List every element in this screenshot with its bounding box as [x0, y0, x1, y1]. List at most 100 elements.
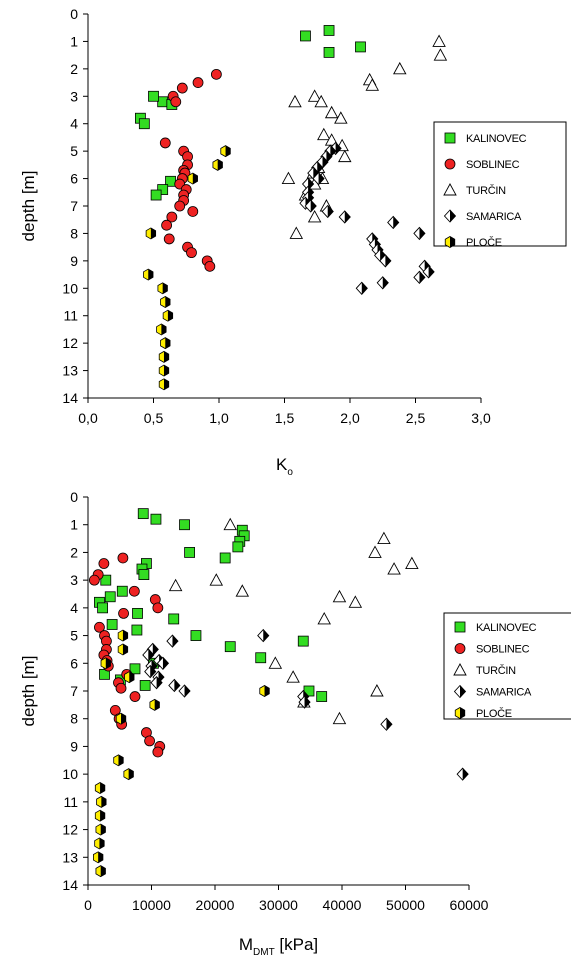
x-tick-label: 3,0 [471, 410, 491, 426]
series-kalinovec [134, 25, 366, 201]
series-soblinec [159, 68, 222, 272]
data-point-soblinec [163, 233, 175, 245]
data-point-ploce [117, 643, 129, 656]
series-samarica [299, 141, 435, 295]
y-tick-label: 5 [70, 143, 78, 159]
y-tick-label: 8 [70, 711, 78, 727]
y-tick-label: 11 [63, 794, 78, 810]
data-point-samarica [456, 767, 469, 781]
y-tick-label: 9 [70, 253, 78, 269]
legend-marker-samarica [443, 209, 457, 223]
data-point-kalinovec [300, 30, 311, 42]
legend-marker-turcin [453, 663, 467, 676]
x-tick-label: 0,0 [78, 410, 98, 426]
data-point-soblinec [159, 137, 171, 149]
x-axis-label: MDMT [kPa] [239, 935, 318, 958]
data-point-samarica [298, 695, 311, 709]
legend-label-ploce: PLOČE [466, 236, 502, 249]
data-point-ploce [187, 172, 198, 185]
data-point-ploce [158, 378, 170, 391]
data-point-soblinec [204, 260, 216, 272]
data-point-kalinovec [104, 591, 116, 603]
data-point-ploce [158, 350, 170, 363]
data-point-kalinovec [139, 680, 151, 691]
data-point-soblinec [192, 77, 204, 88]
data-point-ploce [117, 629, 129, 642]
y-tick-label: 6 [70, 171, 78, 187]
data-point-soblinec [210, 68, 222, 80]
data-point-turcin [432, 34, 446, 47]
data-point-turcin [393, 61, 407, 75]
legend-label-kalinovec: KALINOVEC [466, 133, 527, 145]
y-tick-label: 1 [70, 517, 78, 533]
data-point-kalinovec [132, 608, 143, 619]
data-point-kalinovec [116, 585, 128, 597]
data-point-samarica [304, 199, 317, 213]
legend-marker-ploce [444, 236, 456, 248]
data-point-turcin [338, 149, 352, 163]
data-point-kalinovec [150, 513, 162, 525]
data-point-ploce [157, 282, 168, 295]
data-point-ploce [95, 823, 106, 836]
data-point-soblinec [152, 602, 164, 614]
data-point-samarica [144, 664, 157, 679]
data-point-ploce [143, 268, 154, 281]
data-point-kalinovec [168, 613, 180, 625]
data-point-kalinovec [129, 663, 141, 675]
x-tick-label: 10000 [132, 897, 171, 913]
data-point-soblinec [166, 211, 178, 223]
data-point-turcin [405, 556, 419, 569]
data-point-turcin [377, 531, 391, 545]
data-point-samarica [355, 281, 368, 295]
y-tick-label: 12 [62, 822, 78, 838]
data-point-kalinovec [190, 630, 202, 641]
data-point-kalinovec [138, 118, 150, 130]
y-tick-label: 4 [70, 116, 78, 132]
data-point-samarica [156, 656, 170, 670]
data-point-turcin [235, 584, 250, 597]
data-point-samarica [142, 648, 155, 662]
x-tick-label: 0 [84, 897, 92, 913]
data-point-turcin [209, 573, 224, 586]
data-point-soblinec [186, 247, 197, 259]
data-point-turcin [314, 94, 328, 108]
data-point-turcin [433, 48, 448, 61]
data-point-samarica [422, 265, 435, 279]
y-axis-label: depth [m] [19, 656, 38, 727]
data-point-ploce [160, 296, 171, 308]
data-point-turcin [387, 562, 401, 575]
data-point-turcin [368, 545, 382, 558]
series-ploce [143, 145, 231, 391]
data-point-ploce [149, 698, 160, 711]
x-tick-label: 1,0 [209, 410, 229, 426]
data-point-samarica [338, 210, 351, 224]
data-point-ploce [160, 337, 171, 350]
legend-marker-soblinec [454, 643, 466, 654]
data-point-samarica [312, 171, 325, 186]
y-tick-label: 7 [70, 683, 78, 699]
legend-marker-kalinovec [444, 132, 456, 144]
data-point-turcin [307, 210, 322, 223]
x-tick-label: 20000 [196, 897, 235, 913]
data-point-kalinovec [232, 541, 244, 553]
data-point-kalinovec [224, 641, 236, 653]
data-point-turcin [168, 578, 183, 592]
legend-label-samarica: SAMARICA [476, 687, 532, 699]
x-tick-label: 0,5 [144, 410, 164, 426]
legend-marker-ploce [454, 707, 466, 719]
data-point-turcin [317, 127, 331, 141]
series-turcin [168, 517, 419, 725]
series-ploce [92, 629, 270, 878]
data-point-kalinovec [316, 691, 328, 702]
data-point-kalinovec [138, 569, 150, 580]
y-tick-label: 4 [70, 600, 78, 616]
data-point-soblinec [128, 585, 140, 597]
data-point-ploce [100, 657, 111, 670]
data-point-ploce [113, 754, 124, 767]
legend-marker-samarica [453, 684, 467, 699]
data-point-turcin [289, 226, 304, 239]
data-point-ploce [124, 671, 135, 684]
